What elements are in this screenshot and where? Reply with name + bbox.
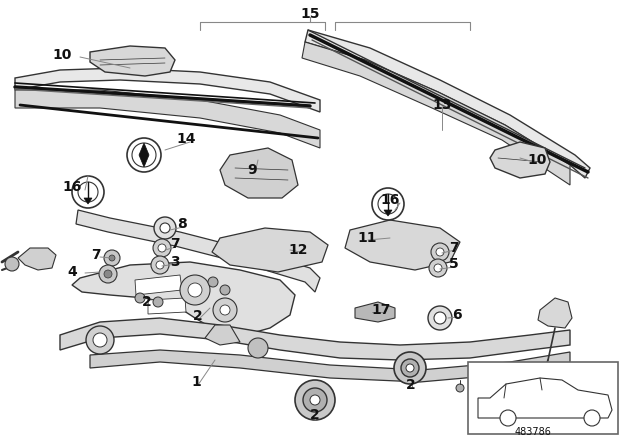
Polygon shape [139,143,149,167]
Polygon shape [305,30,590,178]
Polygon shape [220,148,298,198]
Circle shape [78,182,98,202]
Circle shape [431,243,449,261]
Polygon shape [84,198,92,204]
Circle shape [248,338,268,358]
Bar [468,362,618,434]
Text: 4: 4 [67,265,77,279]
Circle shape [436,248,444,256]
Polygon shape [355,302,395,322]
Circle shape [151,256,169,274]
Circle shape [135,293,145,303]
Circle shape [406,364,414,372]
Polygon shape [490,142,550,178]
Circle shape [104,270,112,278]
Polygon shape [538,298,572,328]
Circle shape [156,261,164,269]
Text: 483786: 483786 [515,427,552,437]
Text: 7: 7 [91,248,101,262]
Circle shape [158,244,166,252]
Circle shape [99,265,117,283]
Text: 10: 10 [527,153,547,167]
Text: 2: 2 [406,378,416,392]
Text: 11: 11 [357,231,377,245]
Polygon shape [60,318,570,360]
Circle shape [220,285,230,295]
Circle shape [303,388,327,412]
Text: 14: 14 [176,132,196,146]
Text: 3: 3 [170,255,180,269]
Circle shape [401,359,419,377]
Polygon shape [15,90,320,148]
Polygon shape [90,350,570,382]
Circle shape [456,384,464,392]
Circle shape [378,194,398,214]
Circle shape [584,410,600,426]
Polygon shape [212,228,328,272]
Circle shape [372,188,404,220]
Text: 2: 2 [142,295,152,309]
Circle shape [160,223,170,233]
Polygon shape [345,220,460,270]
Circle shape [220,305,230,315]
Text: 6: 6 [452,308,462,322]
Polygon shape [76,210,320,292]
Circle shape [213,298,237,322]
Circle shape [208,277,218,287]
Circle shape [310,395,320,405]
Text: 7: 7 [449,241,459,255]
Text: 1: 1 [191,375,201,389]
Text: 13: 13 [432,98,452,112]
Circle shape [434,312,446,324]
Text: 17: 17 [371,303,390,317]
Polygon shape [18,248,56,270]
Polygon shape [148,298,186,314]
Text: 10: 10 [52,48,72,62]
Text: 2: 2 [193,309,203,323]
Text: 7: 7 [170,237,180,251]
Polygon shape [384,210,392,216]
Text: 15: 15 [300,7,320,21]
Polygon shape [135,275,182,295]
Circle shape [86,326,114,354]
Circle shape [5,257,19,271]
Polygon shape [90,46,175,76]
Circle shape [132,143,156,167]
Circle shape [188,283,202,297]
Circle shape [109,255,115,261]
Circle shape [295,380,335,420]
Circle shape [104,250,120,266]
Circle shape [429,259,447,277]
Text: 5: 5 [449,257,459,271]
Polygon shape [205,325,240,345]
Circle shape [500,410,516,426]
Text: 16: 16 [380,193,400,207]
Circle shape [180,275,210,305]
Circle shape [127,138,161,172]
Polygon shape [302,42,570,185]
Circle shape [434,264,442,272]
Circle shape [153,297,163,307]
Text: 12: 12 [288,243,308,257]
Polygon shape [15,68,320,112]
Text: 16: 16 [62,180,82,194]
Polygon shape [478,378,612,418]
Circle shape [72,176,104,208]
Text: 8: 8 [177,217,187,231]
Circle shape [428,306,452,330]
Circle shape [394,352,426,384]
Text: 9: 9 [247,163,257,177]
Text: 2: 2 [310,408,320,422]
Circle shape [93,333,107,347]
Circle shape [154,217,176,239]
Polygon shape [72,262,295,335]
Circle shape [153,239,171,257]
